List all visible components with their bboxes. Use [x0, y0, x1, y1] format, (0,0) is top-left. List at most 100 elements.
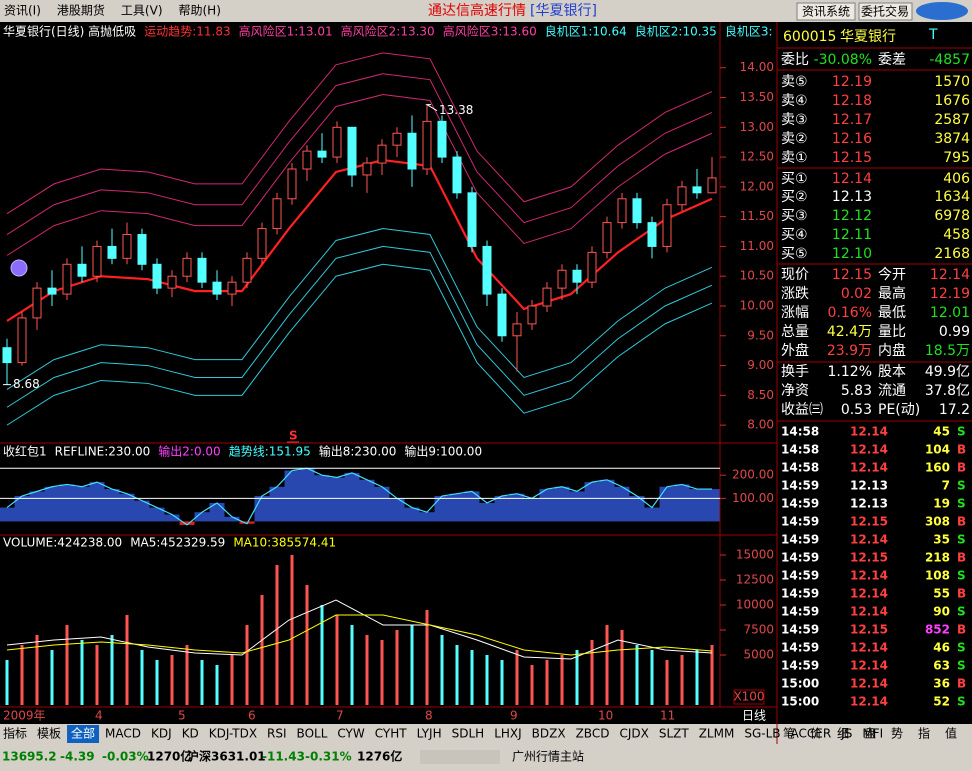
tab[interactable]: KD — [182, 727, 199, 741]
tab[interactable]: 模板 — [37, 727, 61, 741]
trade-price: 12.14 — [850, 677, 888, 691]
y-tick-label: 13.50 — [740, 90, 774, 104]
tab[interactable]: LYJH — [417, 727, 442, 741]
status-station: 广州行情主站 — [512, 750, 584, 764]
candle-body — [437, 120, 447, 158]
face-icon — [10, 259, 28, 277]
tab[interactable]: 指标 — [3, 726, 27, 741]
logo — [916, 2, 968, 20]
button-frame[interactable] — [858, 2, 913, 21]
tab[interactable]: CJDX — [619, 727, 648, 741]
status-value: 1276亿 — [357, 749, 402, 764]
order-label: 卖⑤ — [781, 74, 808, 90]
trade-side: S — [957, 659, 966, 673]
indicator-bar — [659, 486, 675, 522]
tab[interactable]: SG-LB — [744, 727, 780, 741]
tab[interactable]: BOLL — [297, 727, 328, 741]
tab[interactable]: BDZX — [532, 727, 566, 741]
candle-body — [2, 347, 12, 364]
side-tab[interactable]: 指 — [918, 726, 930, 741]
volume-bar — [65, 625, 69, 705]
volume-bar — [365, 635, 369, 705]
menu-item[interactable]: 港股期货 — [57, 3, 105, 18]
button-frame[interactable] — [796, 2, 856, 21]
x-axis-label: 11 — [660, 709, 675, 723]
tab[interactable]: ZLMM — [699, 727, 735, 741]
order-price: 12.18 — [832, 93, 872, 109]
toolbar-button[interactable]: 委托交易 — [861, 4, 909, 19]
y-tick-label: 8.50 — [747, 388, 774, 402]
volume-bar — [545, 660, 549, 705]
trade-side: S — [957, 425, 966, 439]
trade-price: 12.13 — [850, 479, 888, 493]
side-tab[interactable]: 笔 — [783, 726, 795, 741]
tab[interactable]: MACD — [105, 727, 141, 741]
tab[interactable]: 全部 — [71, 726, 95, 741]
candle-body — [617, 198, 627, 224]
indicator-bar — [0, 507, 15, 522]
tab[interactable]: CYW — [337, 727, 364, 741]
status-value: 沪深3631.01 — [187, 749, 266, 764]
volume-bar — [230, 655, 234, 705]
quote-label: 内盘 — [878, 342, 906, 359]
tab[interactable]: KDJ-TDX — [209, 727, 257, 741]
panel-header: 良机区2:10.35 — [635, 24, 717, 39]
volume-bar — [170, 655, 174, 705]
candle-body — [512, 323, 522, 337]
trade-volume: 63 — [933, 659, 950, 673]
trade-price: 12.13 — [850, 497, 888, 511]
tab[interactable]: ZBCD — [576, 727, 610, 741]
candle-body — [272, 198, 282, 230]
indicator-bar — [359, 479, 375, 522]
toolbar-button[interactable]: 资讯系统 — [802, 5, 850, 19]
trade-time: 14:59 — [781, 497, 819, 511]
tab[interactable]: ACCER — [791, 727, 832, 741]
tab[interactable]: LHXJ — [494, 727, 521, 741]
side-tab[interactable]: 细 — [837, 727, 849, 741]
order-label: 买② — [781, 189, 808, 205]
side-tab[interactable]: 值 — [945, 726, 957, 741]
x-axis-label: 2009年 — [3, 709, 46, 723]
volume-bar — [140, 650, 144, 705]
candle-body — [422, 120, 432, 170]
volume-bar — [185, 645, 189, 705]
side-tab[interactable]: 盘 — [864, 726, 876, 741]
tab[interactable]: KDJ — [151, 727, 172, 741]
tab[interactable]: RSI — [267, 727, 287, 741]
side-tab[interactable]: 价 — [810, 727, 822, 741]
tab[interactable]: SLZT — [659, 727, 690, 741]
candle-body — [347, 126, 357, 176]
menu-item[interactable]: 帮助(H) — [179, 4, 221, 18]
band-line — [6, 94, 713, 256]
status-value: -0.31% — [305, 750, 352, 764]
tab-bar — [0, 724, 972, 744]
volume-bar — [35, 635, 39, 705]
order-label: 卖③ — [781, 112, 808, 128]
indicator-bar — [299, 468, 315, 522]
tab[interactable]: MFI — [862, 727, 883, 741]
quote-label: PE(动) — [878, 402, 920, 418]
volume-bar — [650, 650, 654, 705]
trade-time: 14:58 — [781, 461, 819, 475]
side-tab[interactable]: 势 — [891, 727, 903, 741]
menu-item[interactable]: 资讯(I) — [4, 4, 41, 18]
candle-body — [587, 251, 597, 283]
panel-header: 高风险区1:13.01 — [239, 24, 333, 39]
quote-label: 今开 — [878, 267, 906, 283]
tab[interactable]: JS — [840, 727, 852, 741]
trade-side: B — [957, 677, 966, 691]
trade-side: B — [957, 623, 966, 637]
tab[interactable]: SDLH — [452, 727, 485, 741]
quote-value: 0.99 — [939, 324, 970, 340]
trade-side: B — [957, 443, 966, 457]
menu-item[interactable]: 工具(V) — [121, 4, 163, 18]
y-tick-label: 10.50 — [740, 269, 774, 283]
volume-bar — [110, 635, 114, 705]
trade-price: 12.15 — [850, 623, 888, 637]
quote-label: 委比 — [781, 52, 809, 68]
stock-flag: T — [928, 27, 938, 43]
trade-time: 14:59 — [781, 551, 819, 565]
indicator-bar — [539, 489, 555, 522]
tab[interactable]: CYHT — [375, 727, 408, 741]
